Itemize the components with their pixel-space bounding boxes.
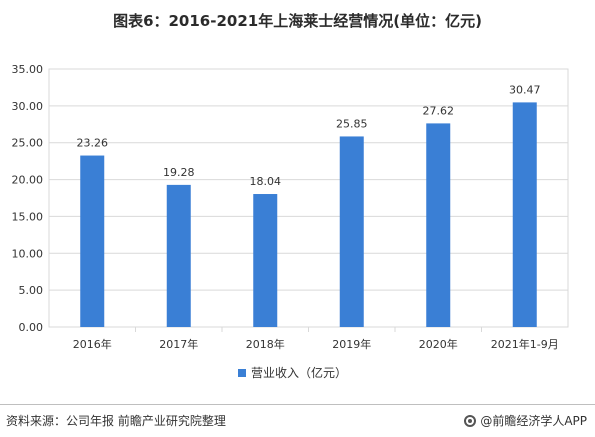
data-label: 19.28 [163, 166, 195, 179]
legend-label: 营业收入（亿元） [251, 366, 348, 380]
bar [426, 123, 451, 327]
data-label: 25.85 [336, 117, 368, 130]
footer: 资料来源：公司年报 前瞻产业研究院整理 @前瞻经济学人APP [0, 404, 595, 437]
x-tick-label: 2016年 [73, 337, 112, 351]
y-tick-label: 35.00 [12, 63, 44, 76]
brand-logo-icon [464, 414, 477, 427]
y-tick-label: 25.00 [12, 137, 44, 150]
plot-border [48, 68, 569, 328]
y-tick-label: 15.00 [12, 210, 44, 223]
x-axis-ticks: 2016年 2017年 2018年 2019年 2020年 2021年1-9月 [73, 327, 559, 351]
data-labels: 23.26 19.28 18.04 25.85 27.62 30.47 [77, 83, 541, 188]
data-label: 27.62 [423, 104, 455, 117]
brand: @前瞻经济学人APP [464, 412, 587, 429]
bar [339, 136, 364, 327]
x-tick-label: 2019年 [332, 337, 371, 351]
grid-lines [48, 68, 569, 328]
y-tick-label: 0.00 [19, 321, 44, 334]
y-tick-label: 10.00 [12, 247, 44, 260]
x-tick-label: 2018年 [246, 337, 285, 351]
chart-title: 图表6：2016-2021年上海莱士经营情况(单位：亿元) [113, 12, 482, 30]
x-tick-label: 2021年1-9月 [491, 337, 559, 351]
source-text: 资料来源：公司年报 前瞻产业研究院整理 [6, 414, 226, 428]
brand-text: @前瞻经济学人APP [480, 414, 587, 428]
y-tick-label: 20.00 [12, 174, 44, 187]
legend: 营业收入（亿元） [238, 364, 347, 381]
x-tick-label: 2020年 [419, 337, 458, 351]
y-tick-label: 5.00 [19, 284, 44, 297]
bar [512, 102, 537, 327]
data-label: 18.04 [250, 175, 282, 188]
bars [80, 102, 537, 327]
x-tick-label: 2017年 [159, 337, 198, 351]
bar [253, 194, 278, 327]
bar [80, 155, 105, 327]
y-axis-ticks: 0.00 5.00 10.00 15.00 20.00 25.00 30.00 35.00 [12, 63, 44, 334]
data-label: 30.47 [509, 83, 541, 96]
y-tick-label: 30.00 [12, 100, 44, 113]
data-label: 23.26 [77, 137, 109, 150]
legend-swatch [238, 368, 246, 377]
bar [166, 184, 191, 327]
